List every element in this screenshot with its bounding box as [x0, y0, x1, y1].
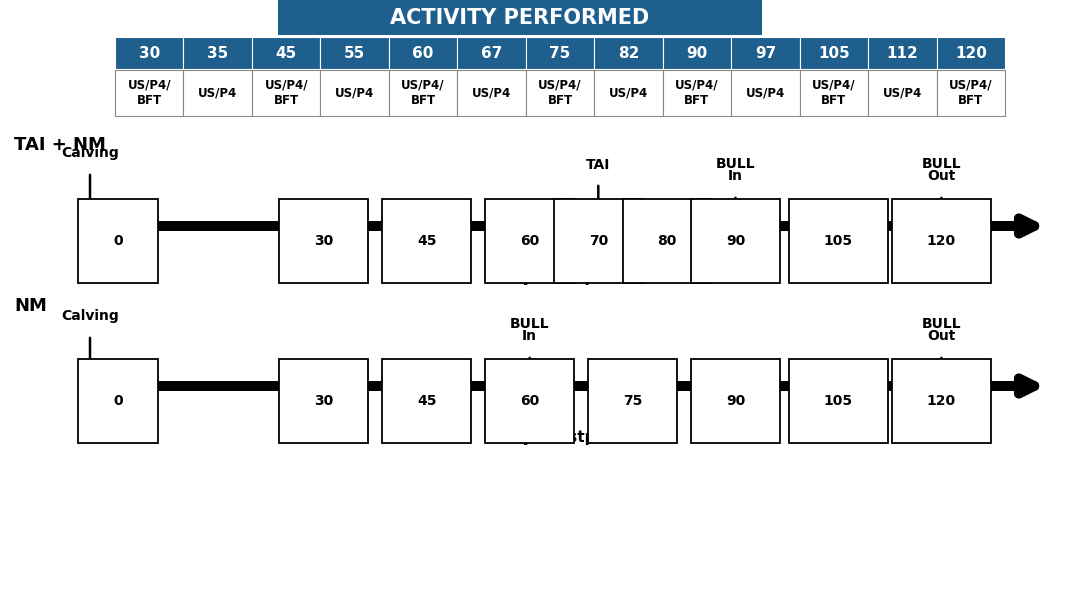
Text: 97: 97 — [754, 46, 776, 61]
Text: US/P4/
BFT: US/P4/ BFT — [264, 78, 308, 108]
Text: US/P4: US/P4 — [198, 86, 237, 100]
Bar — [457, 70, 526, 116]
Bar — [731, 37, 800, 69]
Text: 45: 45 — [417, 394, 437, 408]
Text: 70: 70 — [589, 234, 608, 248]
Text: 112: 112 — [887, 46, 918, 61]
Text: 80: 80 — [657, 234, 676, 248]
Bar — [457, 37, 526, 69]
Bar — [868, 37, 937, 69]
Text: US/P4: US/P4 — [746, 86, 785, 100]
Bar — [183, 70, 251, 116]
Text: Days Postpartum: Days Postpartum — [500, 430, 648, 445]
Text: 35: 35 — [207, 46, 229, 61]
Text: 90: 90 — [726, 234, 745, 248]
Text: 0: 0 — [113, 234, 122, 248]
Text: BULL: BULL — [509, 317, 550, 331]
Text: 60: 60 — [520, 394, 540, 408]
Text: 67: 67 — [481, 46, 502, 61]
Bar — [526, 70, 594, 116]
Text: 60: 60 — [520, 234, 540, 248]
Bar — [662, 37, 731, 69]
Text: 120: 120 — [955, 46, 986, 61]
Bar — [662, 70, 731, 116]
Text: NM: NM — [14, 297, 47, 315]
Text: 45: 45 — [417, 234, 437, 248]
Text: 60: 60 — [412, 46, 434, 61]
Text: Calving: Calving — [61, 309, 119, 323]
Text: US/P4/
BFT: US/P4/ BFT — [128, 78, 171, 108]
Text: US/P4: US/P4 — [609, 86, 648, 100]
Text: US/P4: US/P4 — [882, 86, 921, 100]
Text: ACTIVITY PERFORMED: ACTIVITY PERFORMED — [390, 7, 649, 27]
Text: Calving: Calving — [61, 146, 119, 160]
Text: 120: 120 — [927, 394, 956, 408]
Text: 55: 55 — [344, 46, 365, 61]
Text: 105: 105 — [824, 394, 853, 408]
Text: BULL: BULL — [715, 157, 756, 171]
Text: Out: Out — [927, 329, 956, 343]
Text: TAI: TAI — [586, 158, 610, 172]
Bar — [321, 70, 389, 116]
Text: 45: 45 — [275, 46, 297, 61]
Bar — [251, 37, 321, 69]
Text: Out: Out — [927, 169, 956, 183]
Text: In: In — [522, 329, 538, 343]
Bar — [800, 37, 868, 69]
Bar — [115, 37, 183, 69]
Text: US/P4: US/P4 — [335, 86, 374, 100]
Bar — [389, 37, 457, 69]
Text: US/P4: US/P4 — [472, 86, 512, 100]
Bar — [526, 37, 594, 69]
Text: 75: 75 — [623, 394, 643, 408]
Text: 105: 105 — [818, 46, 850, 61]
Text: 75: 75 — [550, 46, 570, 61]
Bar — [868, 70, 937, 116]
Text: BULL: BULL — [921, 157, 962, 171]
Text: 30: 30 — [314, 394, 334, 408]
Bar — [183, 37, 251, 69]
Text: 82: 82 — [618, 46, 640, 61]
Bar — [115, 70, 183, 116]
Text: US/P4/
BFT: US/P4/ BFT — [812, 78, 855, 108]
Text: 30: 30 — [314, 234, 334, 248]
Text: US/P4/
BFT: US/P4/ BFT — [401, 78, 444, 108]
Bar — [594, 70, 662, 116]
Text: 30: 30 — [139, 46, 159, 61]
Text: Days Postpartum: Days Postpartum — [500, 270, 648, 285]
Bar — [389, 70, 457, 116]
Bar — [594, 37, 662, 69]
Bar — [800, 70, 868, 116]
Text: 90: 90 — [726, 394, 745, 408]
Bar — [731, 70, 800, 116]
Bar — [321, 37, 389, 69]
Text: 0: 0 — [113, 394, 122, 408]
Text: 120: 120 — [927, 234, 956, 248]
Text: TAI + NM: TAI + NM — [14, 136, 106, 154]
Bar — [937, 70, 1005, 116]
Bar — [937, 37, 1005, 69]
Text: BULL: BULL — [921, 317, 962, 331]
Bar — [251, 70, 321, 116]
Text: US/P4/
BFT: US/P4/ BFT — [539, 78, 582, 108]
Text: In: In — [728, 169, 743, 183]
Bar — [278, 0, 762, 35]
Text: 105: 105 — [824, 234, 853, 248]
Text: US/P4/
BFT: US/P4/ BFT — [948, 78, 993, 108]
Text: 90: 90 — [686, 46, 708, 61]
Text: US/P4/
BFT: US/P4/ BFT — [675, 78, 719, 108]
